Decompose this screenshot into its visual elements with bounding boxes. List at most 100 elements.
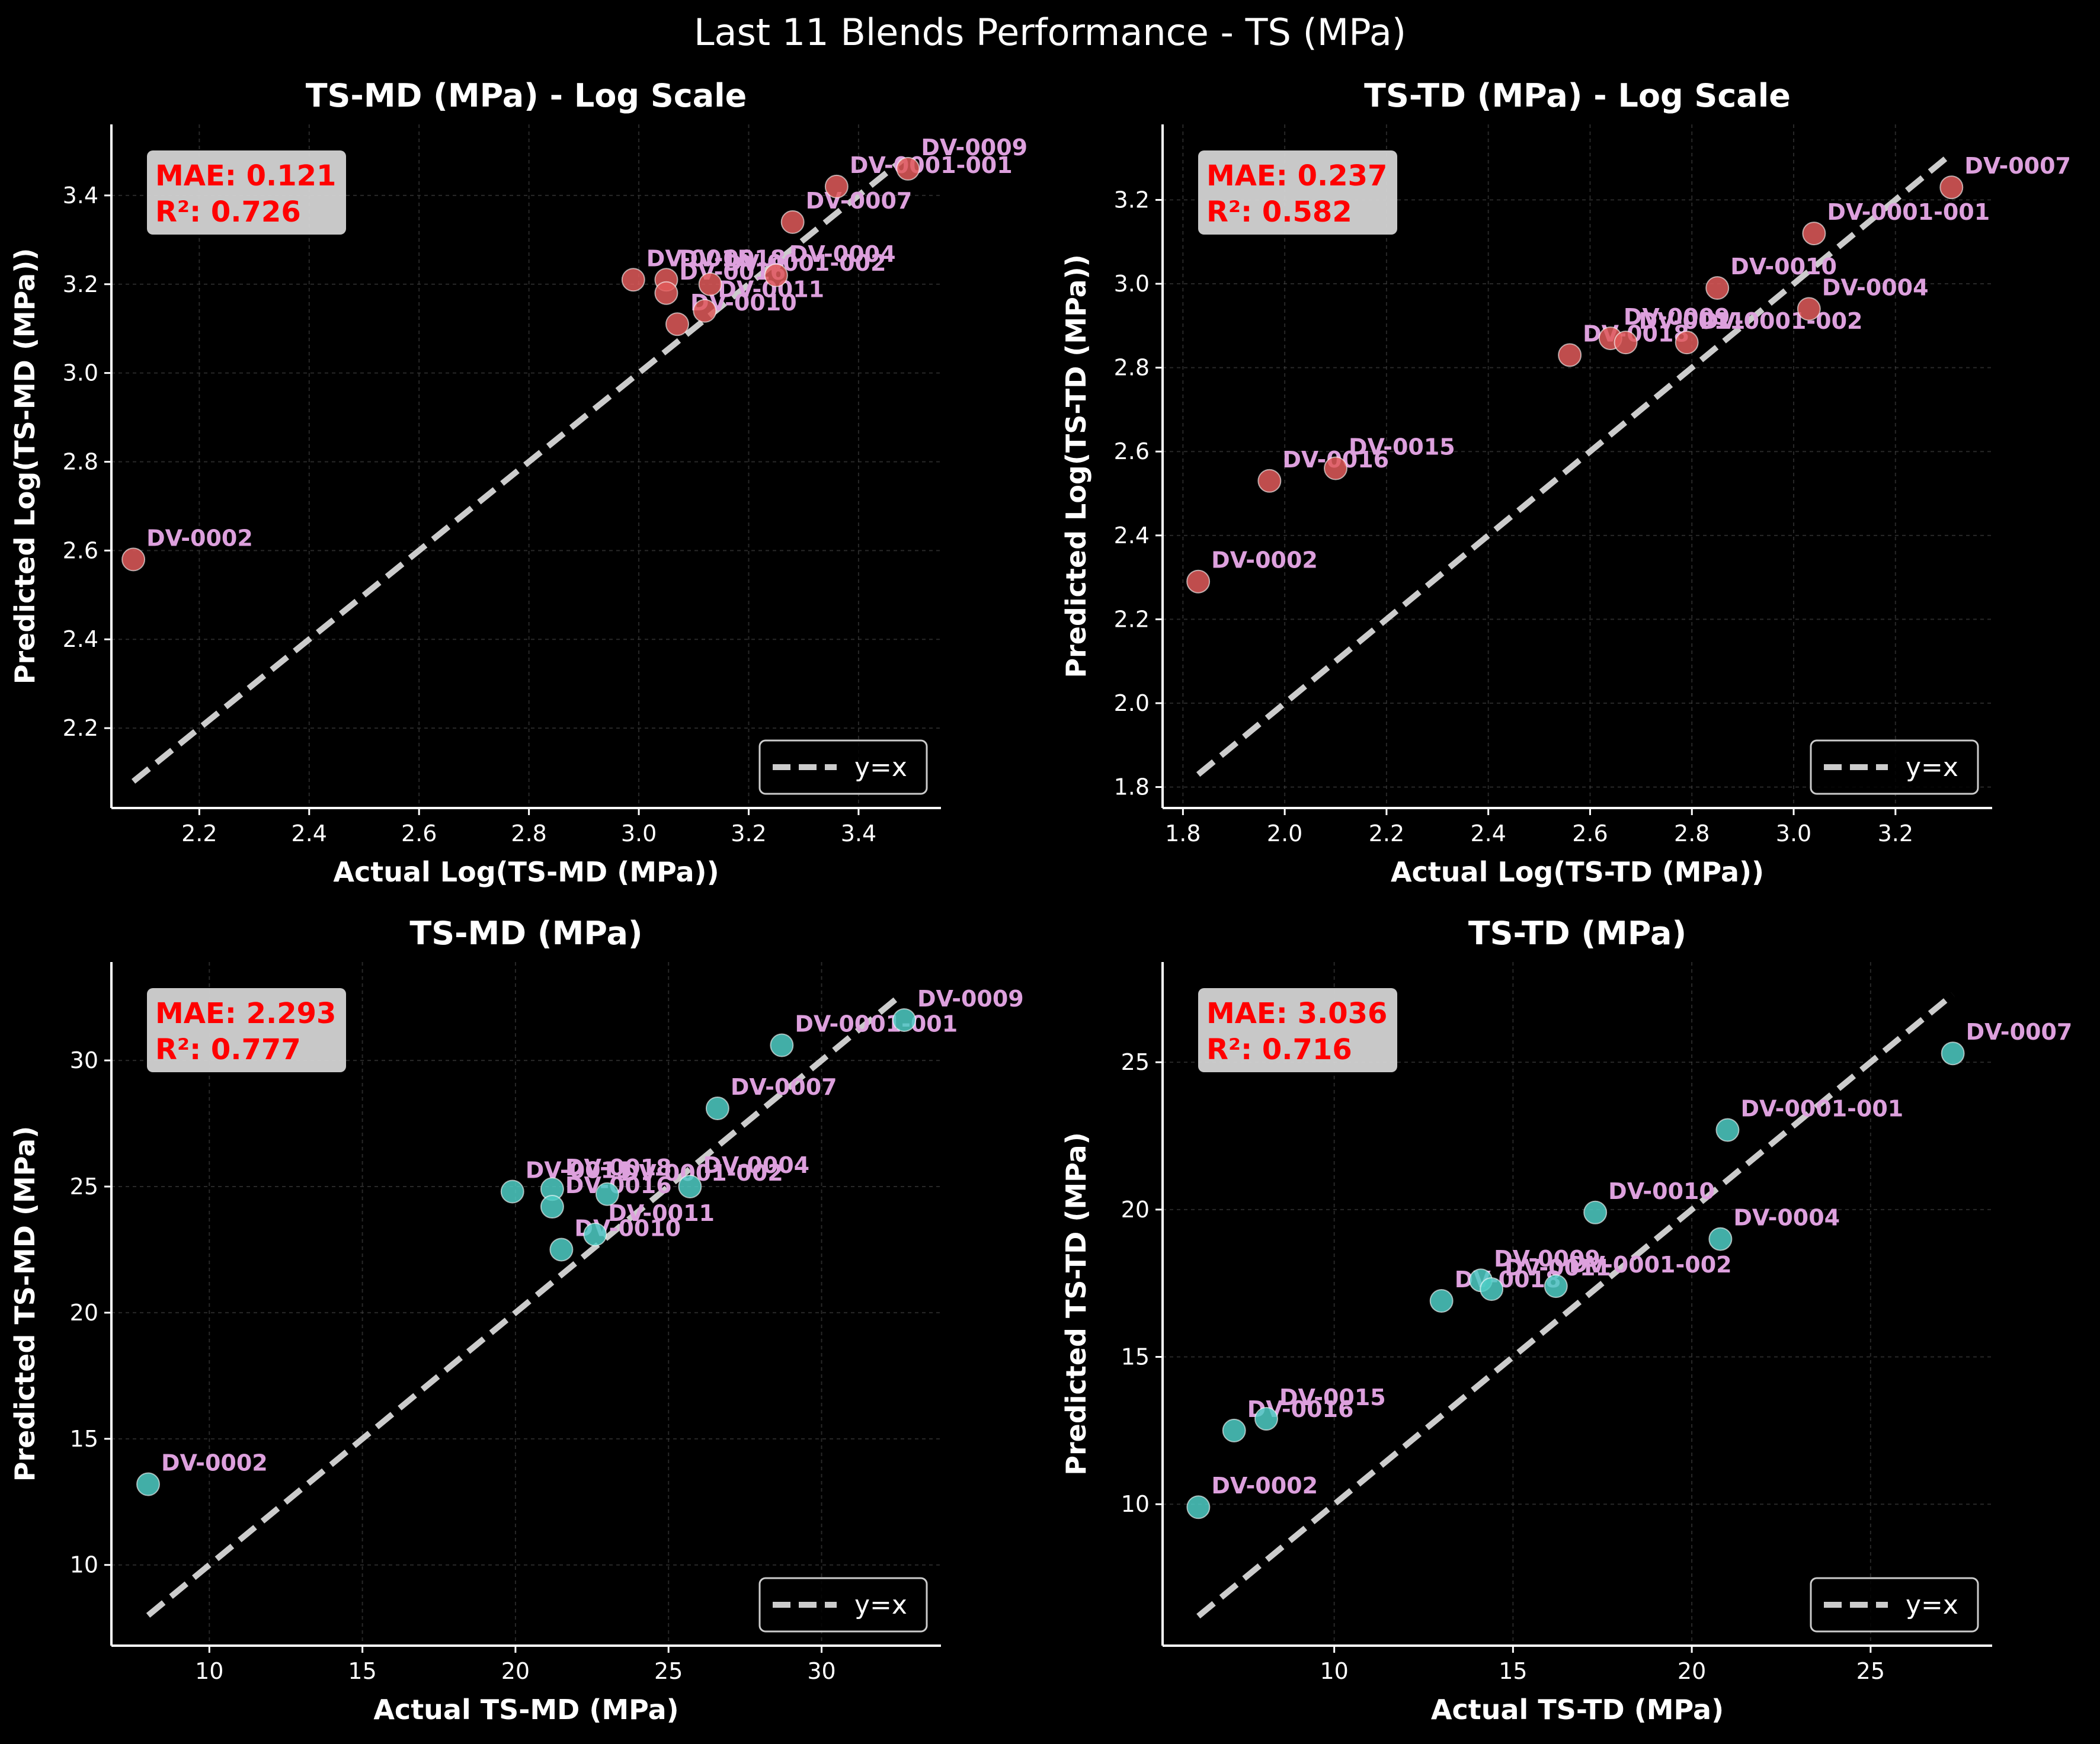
data-point [1544,1274,1568,1299]
x-axis-label: Actual TS-TD (MPa) [1431,1694,1724,1726]
y-tick-label: 2.6 [63,537,98,563]
point-label: DV-0015 [1349,434,1455,460]
data-point [1222,1418,1246,1442]
point-label: DV-0010 [1608,1178,1715,1204]
mae-label: MAE: 0.121 [155,159,336,193]
point-label: DV-0002 [1211,547,1318,573]
point-label: DV-0015 [526,1158,632,1184]
y-axis-label: Predicted TS-TD (MPa) [1060,1132,1092,1475]
point-label: DV-0009 [1494,1246,1600,1272]
x-tick-label: 3.2 [731,820,766,847]
legend-label: y=x [854,1590,907,1620]
identity-line [1196,992,1955,1619]
legend-label: y=x [1906,1590,1958,1620]
stats-box [147,150,346,235]
x-tick-label: 2.4 [292,820,327,847]
data-point [1257,469,1282,493]
data-point [1708,1227,1733,1251]
r2-label: R²: 0.716 [1206,1033,1352,1066]
x-tick-label: 2.4 [1470,820,1506,847]
r2-label: R²: 0.582 [1206,195,1352,229]
x-tick-label: 3.0 [1776,820,1811,847]
y-tick-label: 3.0 [63,360,98,386]
point-label: DV-0001-001 [1827,199,1990,225]
mae-label: MAE: 0.237 [1206,159,1387,193]
legend-label: y=x [854,752,907,783]
y-tick-label: 2.6 [1114,438,1150,464]
data-point [764,263,788,287]
x-tick-label: 25 [654,1658,683,1684]
subplot-3: 10 15 20 25 301015202530DV-0002DV-0015DV-001… [9,915,1024,1726]
y-tick-label: 3.2 [1114,187,1150,213]
subplot-title: TS-TD (MPa) - Log Scale [1364,77,1791,114]
data-point [892,1008,917,1032]
data-point [1797,297,1821,321]
subplot-1: 2.2 2.4 2.6 2.8 3.0 3.2 3.4 2.2 2.4 2.6 2.8 3.0 3.2 3… [9,77,1027,888]
x-tick-label: 2.2 [1369,820,1404,847]
data-point [549,1238,574,1262]
mae-label: MAE: 2.293 [155,997,336,1030]
x-tick-label: 25 [1856,1658,1885,1684]
data-point [1324,456,1348,480]
stats-box [147,988,346,1072]
x-axis-label: Actual Log(TS-MD (MPa)) [333,856,719,888]
subplot-title: TS-MD (MPa) - Log Scale [306,77,747,114]
y-tick-label: 30 [70,1047,98,1073]
y-tick-label: 15 [1121,1344,1150,1370]
data-point [1675,331,1699,355]
y-tick-label: 15 [70,1426,98,1452]
point-label: DV-0001-001 [795,1011,958,1037]
data-point [1802,222,1826,246]
y-axis-label: Predicted Log(TS-TD (MPa)) [1060,254,1092,678]
point-label: DV-0011 [608,1200,715,1226]
data-point [896,156,920,181]
point-label: DV-0009 [917,986,1024,1012]
point-label: DV-0004 [789,241,896,267]
data-point [1939,175,1964,200]
legend-label: y=x [1906,752,1958,783]
point-label: DV-0004 [1822,275,1929,301]
x-tick-label: 10 [195,1658,223,1684]
y-tick-label: 25 [70,1174,98,1200]
data-point [693,299,717,323]
stats-box [1198,988,1397,1072]
data-point [1705,276,1730,300]
data-point [1558,343,1582,367]
data-point [1254,1406,1278,1431]
data-point [1480,1277,1504,1301]
y-tick-label: 2.4 [63,626,98,652]
y-axis-label: Predicted TS-MD (MPa) [9,1126,41,1482]
y-tick-label: 3.2 [63,271,98,297]
x-tick-label: 3.0 [621,820,657,847]
identity-line [131,158,905,784]
point-label: DV-0010 [1730,254,1837,280]
y-axis-label: Predicted Log(TS-MD (MPa)) [9,248,41,685]
y-tick-label: 2.4 [1114,522,1150,549]
x-tick-label: 2.6 [401,820,437,847]
data-point [770,1033,794,1057]
data-point [780,210,805,234]
point-label: DV-0018 [565,1155,672,1181]
subplot-4: 10 15 20 2510152025DV-0002DV-0016DV-0015DV-… [1060,915,2072,1726]
x-tick-label: 2.2 [181,820,217,847]
data-point [1583,1200,1608,1224]
subplot-2: 1.8 2.0 2.2 2.4 2.6 2.8 3.0 3.2 1.8 2.0 2.2 2.4 2.6 2… [1060,77,2071,888]
point-label: DV-0015 [646,245,753,271]
figure-title: Last 11 Blends Performance - TS (MPa) [693,11,1407,54]
data-point [621,268,645,292]
y-tick-label: 2.8 [63,449,98,475]
data-point [1429,1289,1454,1313]
point-label: DV-0007 [1966,1019,2073,1045]
point-label: DV-0007 [731,1074,837,1100]
point-label: DV-0004 [1733,1205,1840,1231]
y-tick-label: 25 [1121,1049,1150,1075]
data-point [1186,569,1211,594]
point-label: DV-0001-002 [1700,308,1863,334]
stats-box [1198,150,1397,235]
data-point [583,1222,607,1246]
point-label: DV-0002 [1211,1473,1318,1499]
y-tick-label: 10 [1121,1491,1150,1517]
mae-label: MAE: 3.036 [1206,997,1387,1030]
subplot-title: TS-MD (MPa) [409,915,642,952]
x-tick-label: 20 [501,1658,530,1684]
